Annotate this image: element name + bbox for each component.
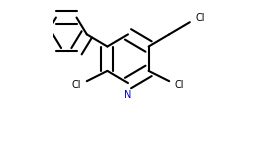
Text: Cl: Cl <box>72 80 81 90</box>
Text: Cl: Cl <box>175 80 184 90</box>
Text: Cl: Cl <box>195 13 205 23</box>
Text: N: N <box>124 90 132 100</box>
